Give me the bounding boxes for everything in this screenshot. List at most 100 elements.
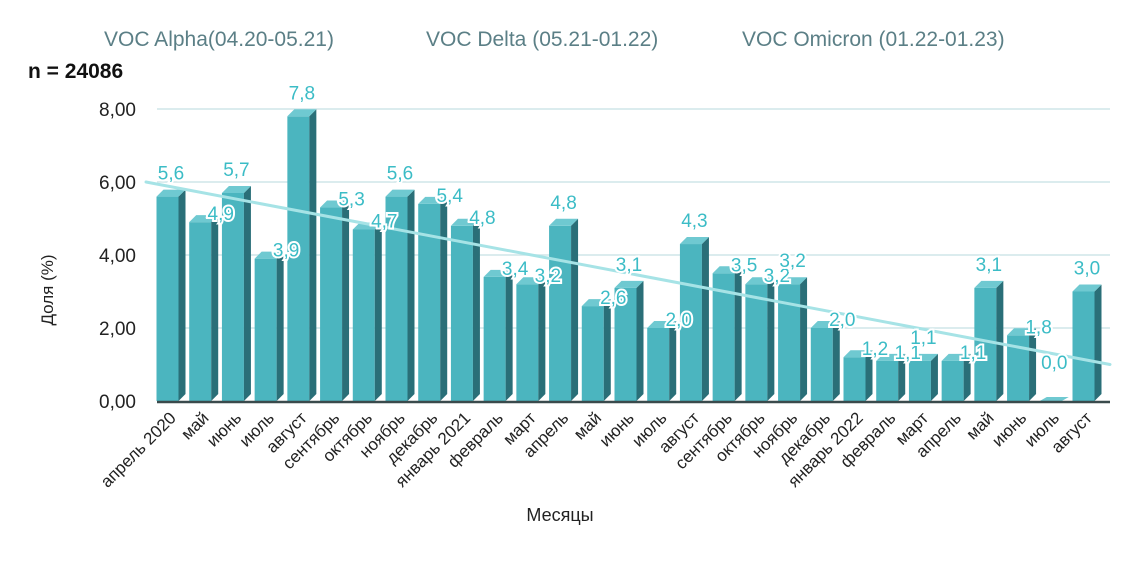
- bar-front: [778, 284, 801, 401]
- bar-front: [156, 196, 179, 401]
- trend-line: [144, 180, 1112, 366]
- bar: [974, 280, 1004, 401]
- value-label: 0,0: [1041, 353, 1067, 374]
- value-label-halo: 3,2: [779, 251, 805, 272]
- bar-side: [309, 109, 317, 402]
- value-label-halo: 0,0: [1041, 353, 1067, 374]
- bar-side: [701, 237, 709, 401]
- bar-top: [549, 218, 579, 226]
- bar-side: [734, 266, 742, 401]
- value-label-halo: 5,6: [387, 164, 413, 185]
- x-tick-label: июнь: [988, 408, 1030, 450]
- bar-side: [603, 299, 611, 401]
- value-label-halo: 4,8: [469, 208, 495, 229]
- value-label: 5,3: [338, 190, 364, 211]
- bar-front: [549, 225, 572, 401]
- bar-top: [843, 350, 873, 358]
- value-label-halo: 4,8: [550, 193, 576, 214]
- value-label: 3,1: [616, 255, 642, 276]
- value-label: 5,6: [387, 164, 413, 185]
- bar-front: [1072, 291, 1095, 401]
- bar-front: [876, 360, 899, 401]
- bar: [450, 218, 480, 401]
- value-label: 3,1: [976, 255, 1002, 276]
- value-label: 7,8: [289, 83, 315, 104]
- bar: [1072, 284, 1102, 401]
- x-tick-label: апрель 2020: [97, 408, 180, 491]
- bar: [483, 269, 513, 401]
- bar-side: [800, 277, 808, 401]
- bar-front: [287, 116, 310, 402]
- bar: [614, 280, 644, 401]
- value-label-halo: 2,6: [600, 288, 626, 309]
- variant-label-alpha: VOC Alpha(04.20-05.21): [104, 28, 334, 51]
- bar-top: [385, 189, 415, 197]
- bar-side: [243, 185, 251, 401]
- bar-top: [156, 189, 186, 197]
- value-label-halo: 2,0: [666, 310, 692, 331]
- bar-side: [1029, 328, 1037, 401]
- bar-top: [189, 215, 219, 223]
- bar-side: [996, 280, 1004, 401]
- value-label-halo: 4,9: [208, 204, 234, 225]
- value-label: 1,1: [910, 328, 936, 349]
- bar-side: [571, 218, 579, 401]
- bar: [516, 277, 546, 401]
- value-label-halo: 7,8: [289, 83, 315, 104]
- bar-top: [745, 277, 775, 285]
- bar-top: [1072, 284, 1102, 292]
- bar-front: [647, 328, 670, 401]
- bar-front: [418, 203, 441, 401]
- bar-side: [505, 269, 513, 401]
- bar-top: [418, 196, 448, 204]
- bar-front: [614, 287, 637, 401]
- bar: [778, 277, 808, 401]
- value-label-halo: 3,2: [535, 266, 561, 287]
- bar-front: [483, 276, 506, 401]
- value-label-halo: 1,1: [910, 328, 936, 349]
- bar-top: [581, 299, 611, 307]
- bar-front: [516, 284, 539, 401]
- x-axis-label: Месяцы: [526, 505, 593, 525]
- value-label-halo: 5,6: [158, 164, 184, 185]
- value-label: 3,0: [1074, 259, 1100, 280]
- bar-top: [1039, 397, 1069, 401]
- value-label: 1,1: [960, 343, 986, 364]
- bar-top: [614, 280, 644, 288]
- value-label-halo: 4,7: [371, 211, 397, 232]
- value-label: 3,5: [731, 255, 757, 276]
- bar-front: [385, 196, 408, 401]
- bar-side: [963, 353, 971, 401]
- bar-side: [1094, 284, 1102, 401]
- bar-top: [221, 185, 251, 193]
- bar-top: [908, 353, 938, 361]
- bar: [418, 196, 448, 401]
- value-labels: 5,65,64,94,95,75,73,93,97,87,85,35,34,74…: [156, 81, 1102, 376]
- bar: [712, 266, 742, 401]
- value-label-halo: 4,3: [681, 211, 707, 232]
- bar-side: [440, 196, 448, 401]
- value-label: 4,7: [371, 211, 397, 232]
- bar: [941, 353, 971, 401]
- y-tick-label: 8,00: [99, 100, 136, 121]
- bar-top: [712, 266, 742, 274]
- variant-label-delta: VOC Delta (05.21-01.22): [426, 28, 659, 51]
- bar-front: [843, 357, 866, 401]
- variant-label-omicron: VOC Omicron (01.22-01.23): [742, 28, 1005, 51]
- bar-top: [320, 200, 350, 208]
- bar-side: [211, 215, 219, 401]
- bar-front: [320, 207, 343, 401]
- x-tick-label: июнь: [596, 408, 638, 450]
- bar: [221, 185, 251, 401]
- bar-side: [636, 280, 644, 401]
- bar-front: [908, 360, 931, 401]
- bar: [156, 189, 186, 401]
- value-label-halo: 3,9: [273, 241, 299, 262]
- bar: [581, 299, 611, 401]
- value-label: 3,9: [273, 241, 299, 262]
- bar: [352, 222, 382, 401]
- value-label-halo: 3,1: [976, 255, 1002, 276]
- bar: [385, 189, 415, 401]
- value-label-halo: 3,1: [616, 255, 642, 276]
